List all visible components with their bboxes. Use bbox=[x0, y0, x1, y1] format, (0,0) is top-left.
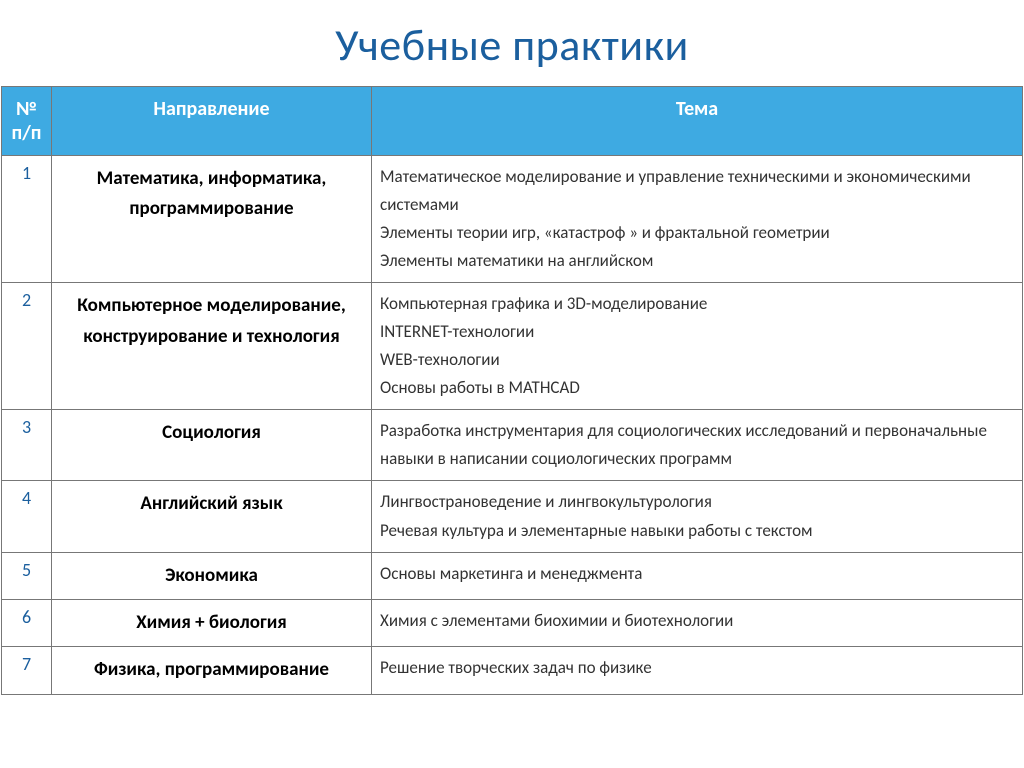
row-direction: Математика, информатика, программировани… bbox=[52, 156, 372, 283]
topic-line: Решение творческих задач по физике bbox=[380, 654, 1014, 682]
row-topic: Компьютерная графика и 3D-моделированиеI… bbox=[372, 283, 1023, 410]
col-header-topic: Тема bbox=[372, 87, 1023, 156]
row-direction: Компьютерное моделирование, конструирова… bbox=[52, 283, 372, 410]
page-title: Учебные практики bbox=[0, 0, 1024, 86]
row-direction: Экономика bbox=[52, 552, 372, 599]
col-header-direction: Направление bbox=[52, 87, 372, 156]
row-direction: Химия + биология bbox=[52, 599, 372, 646]
row-topic: Химия с элементами биохимии и биотехноло… bbox=[372, 599, 1023, 646]
topic-line: Основы работы в MATHCAD bbox=[380, 374, 1014, 402]
practices-table: № п/п Направление Тема 1Математика, инфо… bbox=[1, 86, 1023, 695]
topic-line: Компьютерная графика и 3D-моделирование bbox=[380, 290, 1014, 318]
table-row: 5Экономика Основы маркетинга и менеджмент… bbox=[2, 552, 1023, 599]
table-header-row: № п/п Направление Тема bbox=[2, 87, 1023, 156]
row-number: 1 bbox=[2, 156, 52, 283]
row-topic: Решение творческих задач по физике bbox=[372, 647, 1023, 694]
row-topic: Основы маркетинга и менеджмента bbox=[372, 552, 1023, 599]
topic-line: Математическое моделирование и управлени… bbox=[380, 163, 1014, 219]
table-row: 3СоциологияРазработка инструментария для… bbox=[2, 410, 1023, 481]
table-row: 7Физика, программирование Решение творчес… bbox=[2, 647, 1023, 694]
topic-line: Основы маркетинга и менеджмента bbox=[380, 560, 1014, 588]
topic-line: INTERNET-технологии bbox=[380, 318, 1014, 346]
row-direction: Английский язык bbox=[52, 481, 372, 552]
row-number: 4 bbox=[2, 481, 52, 552]
row-number: 7 bbox=[2, 647, 52, 694]
table-row: 6Химия + биология Химия с элементами биох… bbox=[2, 599, 1023, 646]
topic-line: Лингвострановедение и лингвокультурологи… bbox=[380, 488, 1014, 516]
topic-line: Элементы теории игр, «катастроф » и фрак… bbox=[380, 219, 1014, 247]
topic-line: Разработка инструментария для социологич… bbox=[380, 417, 1014, 473]
topic-line: Речевая культура и элементарные навыки р… bbox=[380, 517, 1014, 545]
row-topic: Математическое моделирование и управлени… bbox=[372, 156, 1023, 283]
row-topic: Разработка инструментария для социологич… bbox=[372, 410, 1023, 481]
row-number: 3 bbox=[2, 410, 52, 481]
table-row: 4Английский язык Лингвострановедение и ли… bbox=[2, 481, 1023, 552]
col-header-number: № п/п bbox=[2, 87, 52, 156]
row-number: 6 bbox=[2, 599, 52, 646]
row-number: 2 bbox=[2, 283, 52, 410]
row-direction: Социология bbox=[52, 410, 372, 481]
row-direction: Физика, программирование bbox=[52, 647, 372, 694]
topic-line: Химия с элементами биохимии и биотехноло… bbox=[380, 607, 1014, 635]
row-number: 5 bbox=[2, 552, 52, 599]
table-row: 2Компьютерное моделирование, конструиров… bbox=[2, 283, 1023, 410]
row-topic: Лингвострановедение и лингвокультурологи… bbox=[372, 481, 1023, 552]
table-row: 1Математика, информатика, программирован… bbox=[2, 156, 1023, 283]
topic-line: Элементы математики на английском bbox=[380, 247, 1014, 275]
topic-line: WEB-технологии bbox=[380, 346, 1014, 374]
